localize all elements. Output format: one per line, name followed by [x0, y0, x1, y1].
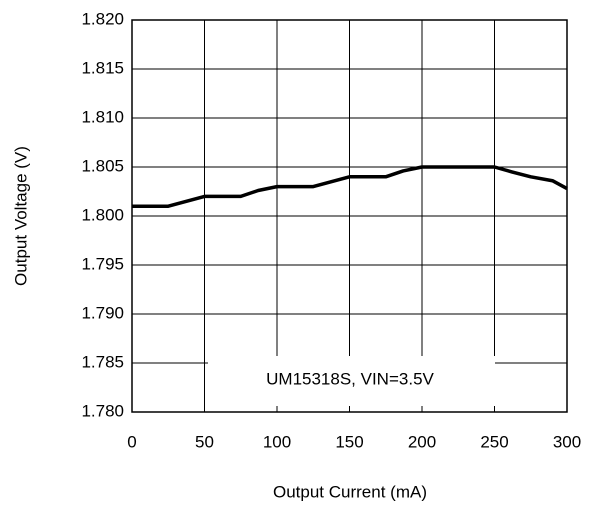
x-tick-label: 0 — [127, 432, 136, 451]
y-tick-label: 1.800 — [81, 205, 124, 224]
plot-border — [131, 19, 568, 413]
data-line — [132, 165, 568, 208]
y-tick-label: 1.795 — [81, 254, 124, 273]
x-tick-label: 50 — [195, 432, 214, 451]
annotation: UM15318S, VIN=3.5V — [266, 369, 434, 388]
y-tick-label: 1.815 — [81, 58, 124, 77]
y-tick-label: 1.785 — [81, 352, 124, 371]
y-tick-label: 1.780 — [81, 401, 124, 420]
y-tick-label: 1.790 — [81, 303, 124, 322]
y-tick-label: 1.820 — [81, 9, 124, 28]
x-tick-label: 300 — [553, 432, 581, 451]
x-tick-label: 150 — [335, 432, 363, 451]
y-tick-label: 1.810 — [81, 107, 124, 126]
x-axis-label: Output Current (mA) — [273, 482, 427, 501]
annotation-box — [208, 356, 495, 406]
x-tick-label: 200 — [408, 432, 436, 451]
x-tick-label: 250 — [480, 432, 508, 451]
x-tick-label: 100 — [263, 432, 291, 451]
y-axis-label: Output Voltage (V) — [11, 146, 30, 286]
y-tick-label: 1.805 — [81, 156, 124, 175]
